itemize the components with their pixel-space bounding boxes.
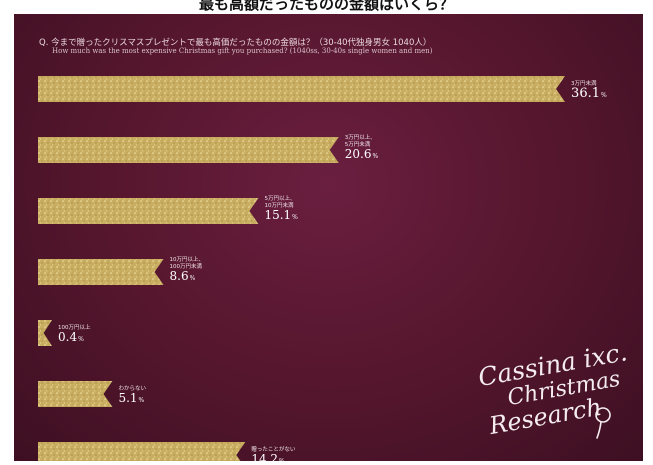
bar-6 <box>38 381 113 407</box>
bar-value-label: 5.1% <box>118 391 144 405</box>
bar-value-label: 8.6% <box>170 269 196 283</box>
top-caption: 最も高額だったものの金額はいくら？ <box>198 0 454 13</box>
bar-category-label: 5万円以上、 10万円未満 <box>264 196 295 209</box>
bar-value-unit: % <box>292 214 298 221</box>
bar-category-label-line: 5万円以上、 <box>264 196 296 202</box>
bar-category-label: 贈ったことがない <box>251 447 295 454</box>
bar-chart <box>38 76 566 461</box>
bar-value-number: 0.4 <box>58 330 78 344</box>
bar-value-label: 20.6% <box>345 147 378 161</box>
poster: Q. 今まで贈ったクリスマスプレゼントで最も高価だったものの金額は？（30-40… <box>14 14 643 461</box>
bar-category-label-line: 5万円未満 <box>344 141 371 148</box>
bar-category-label-line: 10万円未満 <box>264 202 294 209</box>
bar-category-label: 100万円以上 <box>58 325 91 332</box>
bar-value-label: 14.2% <box>251 452 284 461</box>
bar-category-label-line: 3万円未満 <box>571 80 597 87</box>
bar-value-label: 36.1% <box>571 86 607 101</box>
bar-category-label: 3万円以上、 5万円未満 <box>345 135 376 148</box>
bar-value-unit: % <box>372 153 379 160</box>
bar-4 <box>38 259 164 285</box>
bar-category-label: 3万円未満 <box>571 81 597 88</box>
bar-value-number: 15.1 <box>264 208 292 222</box>
bar-category-label-line: わからない <box>118 385 146 392</box>
bar-value-unit: % <box>279 458 285 461</box>
bar-category-label-line: 3万円以上、 <box>344 135 376 141</box>
bar-category-label-line: 10万円以上、 <box>169 257 205 263</box>
bar-value-unit: % <box>601 92 607 99</box>
bar-category-label-line: 100万円以上 <box>58 324 91 331</box>
bar-value-label: 0.4% <box>58 330 84 344</box>
bar-category-label: わからない <box>118 386 146 393</box>
magnifier-icon <box>595 407 611 439</box>
bar-value-unit: % <box>189 275 196 282</box>
bar-7 <box>38 442 246 461</box>
bar-5 <box>38 320 52 346</box>
bar-1 <box>38 76 566 102</box>
bar-value-unit: % <box>78 336 84 343</box>
bar-value-number: 14.2 <box>251 452 279 461</box>
bar-2 <box>38 137 339 163</box>
bar-value-number: 8.6 <box>169 269 189 283</box>
question-english: How much was the most expensive Christma… <box>52 47 433 55</box>
bar-value-number: 20.6 <box>344 147 372 161</box>
question-japanese: Q. 今まで贈ったクリスマスプレゼントで最も高価だったものの金額は？（30-40… <box>39 38 432 48</box>
bar-value-number: 5.1 <box>118 391 138 405</box>
bar-category-label: 10万円以上、 100万円未満 <box>170 257 205 270</box>
bar-category-label-line: 贈ったことがない <box>251 446 296 453</box>
bar-category-label-line: 100万円未満 <box>169 263 203 270</box>
bar-3 <box>38 198 259 224</box>
bar-value-number: 36.1 <box>571 86 600 101</box>
bar-value-label: 15.1% <box>264 208 297 222</box>
bar-value-unit: % <box>138 397 145 404</box>
